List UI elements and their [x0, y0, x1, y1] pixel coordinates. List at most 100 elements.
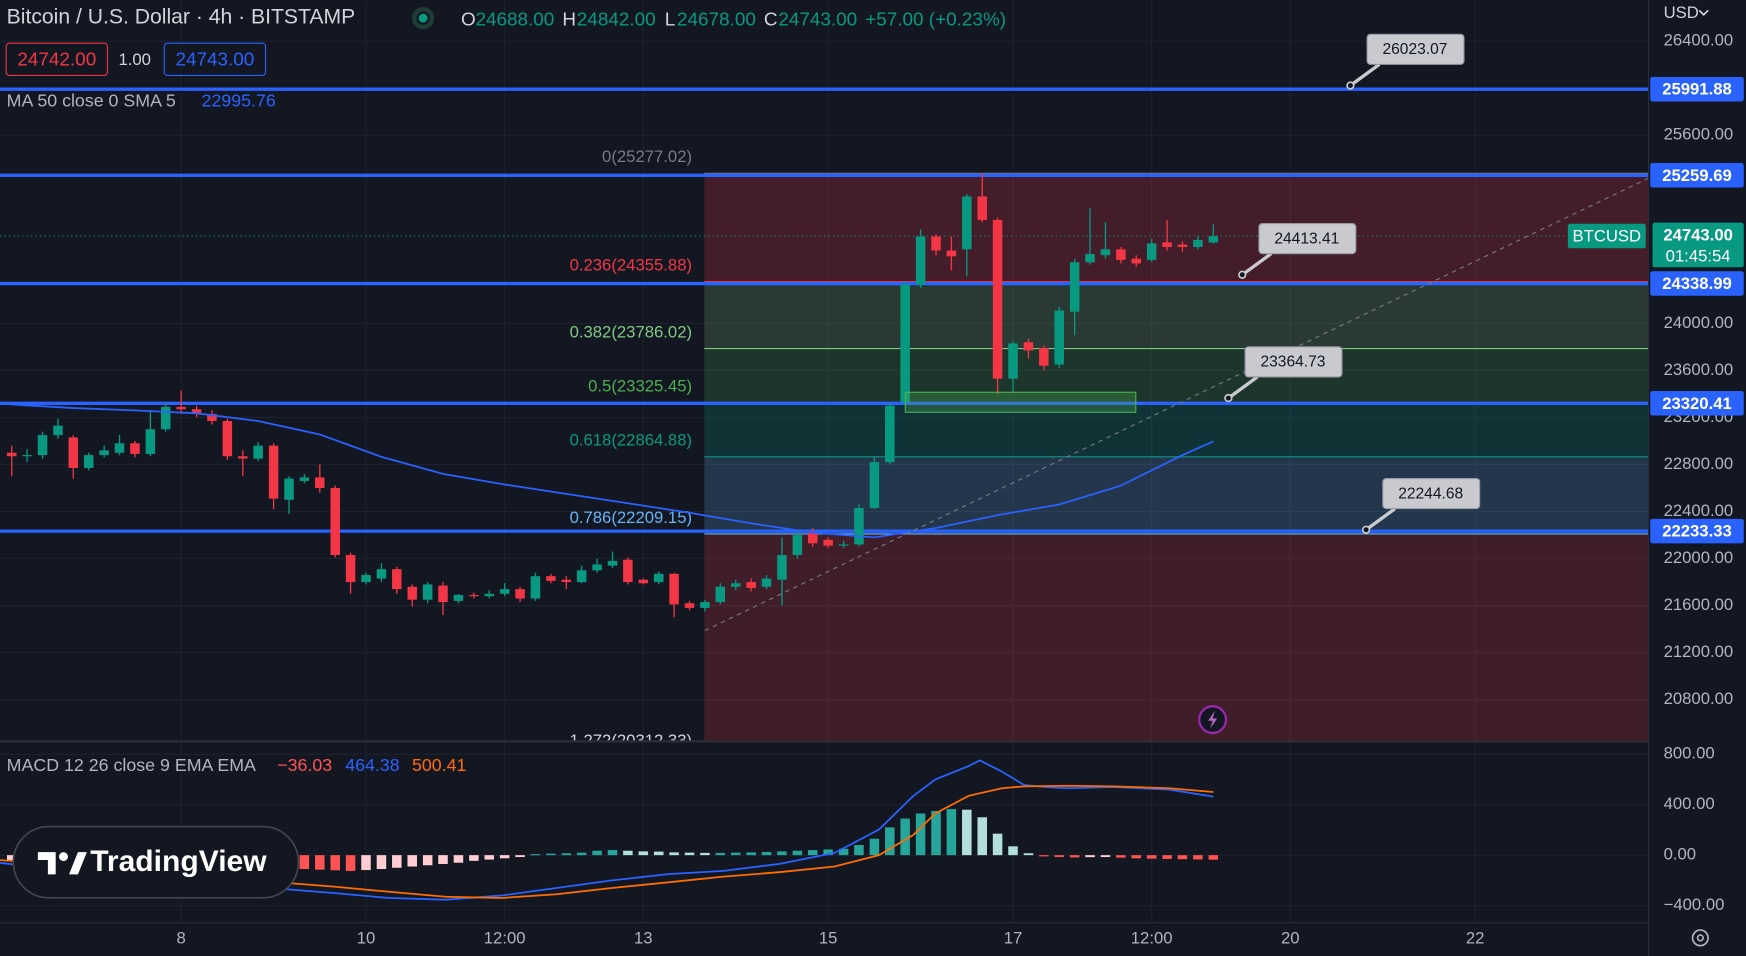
macd-legend-title: MACD 12 26 close 9 EMA EMA: [7, 755, 256, 775]
note-box: [1258, 223, 1357, 255]
macd-histogram-bar: [977, 817, 988, 856]
note-label: 26023.07: [1382, 41, 1447, 58]
candle-body: [99, 450, 109, 456]
candle-body: [669, 573, 679, 605]
note-anchor: [1361, 525, 1371, 534]
x-tick-label: 12:00: [484, 928, 526, 947]
macd-histogram-bar: [438, 855, 448, 864]
candle-body: [1039, 348, 1049, 366]
candle-body: [299, 477, 310, 481]
candle-body: [977, 196, 988, 220]
fib-label: 0(25277.02): [602, 147, 692, 166]
note-box: [1366, 33, 1465, 65]
ohlc-value: 24688.00: [475, 9, 554, 30]
logo-badge: [12, 825, 300, 899]
macd-histogram-bar: [345, 855, 356, 871]
macd-histogram-bar: [499, 855, 510, 859]
currency-menu[interactable]: USD: [1664, 3, 1709, 22]
macd-histogram-bar: [638, 851, 649, 856]
y-tick-label: 23600.00: [1664, 360, 1734, 379]
candle-body: [854, 507, 864, 545]
settings-gear[interactable]: [1691, 929, 1709, 947]
candle-body: [730, 583, 741, 587]
candle-body: [1131, 258, 1141, 264]
macd-histogram-bar: [1085, 855, 1095, 858]
candle-body: [361, 575, 371, 583]
symbol-badge-label: BTCUSD: [1573, 227, 1642, 246]
macd-histogram-bar: [1131, 855, 1141, 859]
alert-icon[interactable]: [1198, 705, 1228, 735]
last-price-label: 24743.00: [1663, 225, 1733, 244]
x-tick-label: 12:00: [1131, 928, 1173, 947]
note-leader: [1365, 507, 1397, 532]
ohlc-value: 24678.00: [677, 9, 756, 30]
candle-body: [114, 443, 125, 453]
macd-histogram-bar: [515, 855, 525, 858]
candle-body: [761, 578, 772, 587]
macd-tick-label: −400.00: [1664, 895, 1725, 914]
note-leader: [1241, 252, 1273, 277]
sell-button[interactable]: [5, 42, 109, 77]
candle-body: [1193, 239, 1203, 247]
moving-average: [11, 403, 1214, 539]
ohlc-key: L: [665, 9, 676, 30]
x-tick-label: 8: [177, 928, 186, 947]
macd-tick-label: 400.00: [1664, 794, 1715, 813]
candle-body: [530, 576, 541, 599]
candle-body: [684, 603, 695, 608]
candle-body: [130, 443, 140, 454]
macd-line: [0, 759, 1214, 901]
symbol-title: Bitcoin / U.S. Dollar · 4h · BITSTAMP: [7, 6, 356, 29]
macd-histogram-bar: [746, 852, 756, 856]
countdown-label: 01:45:54: [1666, 247, 1731, 266]
settings-gear[interactable]: [1696, 934, 1704, 942]
macd-histogram-bar: [669, 852, 679, 856]
currency-caret[interactable]: [1698, 9, 1709, 16]
candle-body: [1146, 243, 1157, 260]
ma-legend: MA 50 close 0 SMA 5 22995.76: [7, 90, 276, 110]
macd-histogram-bar: [854, 845, 864, 856]
candle-body: [83, 455, 94, 469]
macd-histogram-bar: [299, 855, 310, 870]
fib-label: 0.5(23325.45): [588, 377, 692, 396]
candle-body: [1208, 236, 1219, 243]
macd-histogram-bar: [576, 852, 587, 856]
candle-body: [623, 559, 633, 583]
buy-button[interactable]: [163, 42, 267, 77]
macd-histogram-bar: [1193, 855, 1203, 860]
macd-histogram-bar: [1023, 853, 1034, 856]
note-label: 23364.73: [1260, 354, 1325, 371]
buy-price[interactable]: 24743.00: [175, 49, 254, 70]
price-axis: [1649, 0, 1746, 956]
candle-body: [1100, 249, 1111, 256]
candle-body: [499, 589, 510, 594]
logo-mark: [59, 852, 68, 862]
y-tick-label: 24000.00: [1664, 313, 1734, 332]
candle-body: [392, 569, 402, 590]
candle-body: [962, 196, 972, 250]
y-tick-label: 22000.00: [1664, 548, 1734, 567]
macd-histogram-bar: [1100, 855, 1111, 858]
macd-histogram-bar: [1039, 855, 1049, 857]
note-anchor: [1224, 393, 1233, 403]
candle-body: [68, 437, 79, 469]
currency-label[interactable]: USD: [1664, 3, 1699, 22]
alert-bolt[interactable]: [1208, 710, 1218, 729]
price-badge-label: 25991.88: [1662, 80, 1732, 99]
settings-icon[interactable]: [1691, 929, 1709, 947]
candle-body: [561, 579, 572, 583]
ma-legend-title: MA 50 close 0 SMA 5: [7, 90, 176, 110]
macd-histogram-bar: [807, 850, 818, 856]
ohlc-change: +57.00 (+0.23%): [865, 9, 1006, 30]
macd-legend: MACD 12 26 close 9 EMA EMA −36.03 464.38…: [7, 755, 467, 775]
y-tick-label: 20800.00: [1664, 689, 1734, 708]
candle-body: [407, 586, 417, 600]
sell-price[interactable]: 24742.00: [17, 49, 96, 70]
y-tick-label: 22400.00: [1664, 501, 1734, 520]
note-box: [1244, 346, 1343, 378]
candle-body: [931, 236, 941, 251]
candle-body: [37, 435, 48, 456]
macd-histogram-bar: [607, 850, 618, 856]
macd-histogram-bar: [530, 854, 541, 856]
